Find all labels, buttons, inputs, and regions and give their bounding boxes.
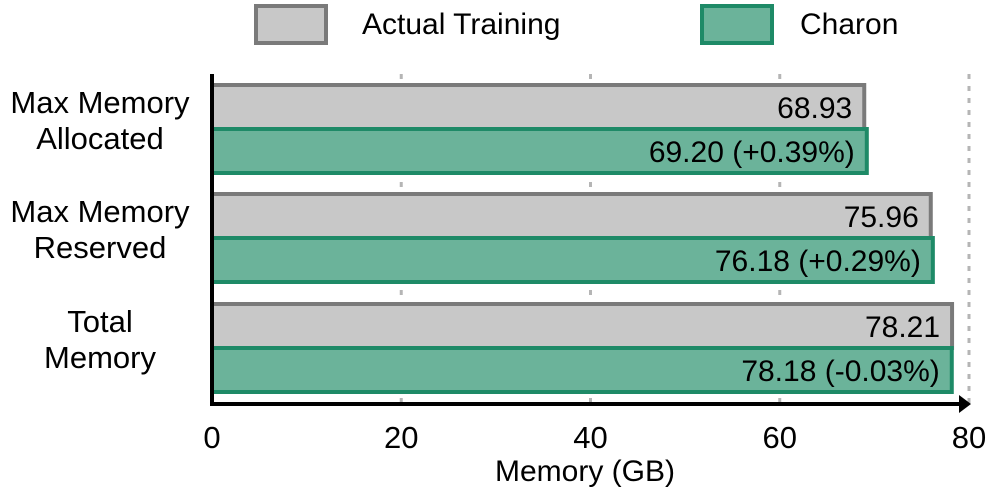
bar-value-label: 78.18 (-0.03%) xyxy=(741,355,939,388)
bar-charon-1 xyxy=(210,236,935,284)
category-label: Max Memory xyxy=(10,85,190,120)
bar-actual-training-2 xyxy=(210,302,955,350)
category-label: Total xyxy=(67,304,132,339)
legend-swatch-actual-training xyxy=(254,4,328,45)
x-tick-label: 80 xyxy=(952,420,986,455)
category-label: Max Memory xyxy=(10,194,190,229)
bar-value-label: 68.93 xyxy=(777,92,852,125)
bar-value-label: 75.96 xyxy=(844,201,919,234)
x-tick-label: 0 xyxy=(203,420,220,455)
legend-swatch-charon xyxy=(700,4,774,45)
bars: 68.93 69.20 (+0.39%) 75.96 76.18 (+0.29%) 78… xyxy=(210,83,955,394)
x-tick-label: 40 xyxy=(573,420,607,455)
legend-label: Charon xyxy=(800,8,898,41)
x-tick-label: 20 xyxy=(384,420,418,455)
category-label: Reserved xyxy=(34,230,167,265)
legend: Actual Training Charon xyxy=(254,4,898,45)
bar-actual-training-0 xyxy=(210,83,867,131)
category-label: Allocated xyxy=(36,121,164,156)
x-axis-label: Memory (GB) xyxy=(495,455,675,488)
x-axis-arrow xyxy=(959,395,971,413)
category-label: Memory xyxy=(44,340,156,375)
bar-value-label: 76.18 (+0.29%) xyxy=(715,245,921,278)
x-tick-label: 60 xyxy=(763,420,797,455)
bar-value-label: 78.21 xyxy=(865,311,940,344)
bar-value-label: 69.20 (+0.39%) xyxy=(649,136,855,169)
legend-label: Actual Training xyxy=(362,8,560,41)
bar-charon-2 xyxy=(210,346,954,394)
bar-actual-training-1 xyxy=(210,192,933,240)
